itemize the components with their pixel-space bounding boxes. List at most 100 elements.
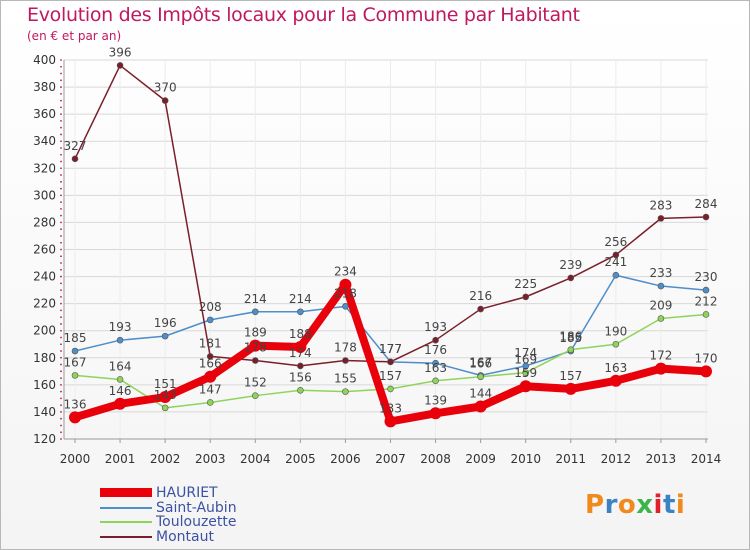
data-label-montaut: 193 <box>424 320 447 334</box>
data-label-saint-aubin: 241 <box>604 255 627 269</box>
y-minor-tick <box>60 417 62 420</box>
y-minor-tick <box>60 438 62 440</box>
y-minor-tick <box>60 383 62 386</box>
data-point-montaut <box>297 362 304 370</box>
data-label-toulouzette: 147 <box>199 382 222 396</box>
y-minor-tick <box>60 350 62 352</box>
y-tick-label: 400 <box>33 53 56 67</box>
data-label-saint-aubin: 174 <box>514 346 537 360</box>
y-tick-label: 220 <box>33 297 56 311</box>
y-minor-tick <box>60 59 62 61</box>
proxiti-logo: Proxiti <box>585 490 685 520</box>
data-label-montaut: 396 <box>109 45 132 59</box>
data-point-toulouzette <box>342 388 349 395</box>
y-tick-label: 240 <box>33 270 56 284</box>
y-tick-label: 320 <box>33 161 56 175</box>
y-minor-tick <box>60 289 62 292</box>
data-point-hauriet <box>114 397 127 410</box>
x-tick-label: 2014 <box>691 452 722 466</box>
data-label-montaut: 225 <box>514 277 537 291</box>
y-minor-tick <box>60 316 62 319</box>
y-minor-tick <box>60 309 62 312</box>
y-minor-tick <box>60 377 62 379</box>
data-point-hauriet <box>384 415 397 428</box>
y-tick-label: 300 <box>33 188 56 202</box>
data-label-saint-aubin: 177 <box>379 342 402 356</box>
x-tick-label: 2011 <box>556 452 587 466</box>
data-point-saint-aubin <box>71 347 79 355</box>
logo-letter: P <box>585 490 605 520</box>
y-minor-tick <box>60 424 62 427</box>
data-point-toulouzette <box>206 399 214 406</box>
y-minor-tick <box>60 147 62 149</box>
data-label-toulouzette: 143 <box>154 388 177 402</box>
x-tick-label: 2008 <box>420 452 451 466</box>
x-tick-label: 2005 <box>285 452 316 466</box>
data-point-toulouzette <box>161 404 169 412</box>
y-minor-tick <box>60 411 62 413</box>
chart-legend: HAURIET Saint-Aubin Toulouzette Montaut <box>100 486 237 544</box>
data-point-montaut <box>612 251 620 259</box>
data-label-saint-aubin: 193 <box>109 320 132 334</box>
data-label-saint-aubin: 176 <box>424 343 447 357</box>
data-label-montaut: 178 <box>244 340 267 354</box>
data-point-toulouzette <box>387 385 394 393</box>
y-minor-tick <box>60 187 62 190</box>
y-minor-tick <box>60 160 62 163</box>
data-point-saint-aubin <box>116 336 124 344</box>
data-point-montaut <box>657 215 665 222</box>
y-minor-tick <box>60 86 62 88</box>
data-label-hauriet: 163 <box>604 361 627 375</box>
data-label-toulouzette: 166 <box>469 357 492 371</box>
legend-label-toulouzette: Toulouzette <box>156 514 237 531</box>
y-minor-tick <box>60 65 62 68</box>
y-minor-tick <box>60 221 62 224</box>
y-minor-tick <box>60 92 62 95</box>
data-point-hauriet <box>429 407 442 420</box>
y-minor-tick <box>60 113 62 116</box>
data-point-hauriet <box>474 400 487 413</box>
chart-title: Evolution des Impôts locaux pour la Comm… <box>27 4 580 26</box>
data-label-toulouzette: 186 <box>559 330 582 344</box>
data-point-toulouzette <box>657 315 665 322</box>
data-label-toulouzette: 169 <box>514 353 537 367</box>
y-minor-tick <box>60 390 62 393</box>
data-label-toulouzette: 164 <box>109 359 132 373</box>
data-label-montaut: 216 <box>469 289 492 303</box>
y-tick-label: 360 <box>33 107 56 121</box>
x-tick-label: 2001 <box>105 452 136 466</box>
data-label-hauriet: 146 <box>109 384 132 398</box>
data-label-montaut: 174 <box>289 346 312 360</box>
y-minor-tick <box>60 120 62 122</box>
y-minor-tick <box>60 356 62 359</box>
y-tick-label: 340 <box>33 134 56 148</box>
x-tick-label: 2010 <box>510 452 541 466</box>
legend-item-montaut: Montaut <box>100 530 237 545</box>
data-label-hauriet: 170 <box>695 351 718 365</box>
data-point-toulouzette <box>71 372 79 379</box>
legend-swatch-toulouzette <box>100 521 152 524</box>
y-minor-tick <box>60 262 62 264</box>
data-label-hauriet: 172 <box>649 349 672 363</box>
y-minor-tick <box>60 194 62 197</box>
data-point-hauriet <box>609 374 622 387</box>
data-point-hauriet <box>159 391 172 404</box>
data-point-toulouzette <box>116 376 124 383</box>
data-point-montaut <box>702 213 710 221</box>
y-minor-tick <box>60 248 62 251</box>
x-tick-label: 2013 <box>646 452 677 466</box>
data-point-hauriet <box>294 340 307 353</box>
y-minor-tick <box>60 323 62 325</box>
data-point-hauriet <box>69 411 81 424</box>
y-minor-tick <box>60 370 62 373</box>
data-label-hauriet: 151 <box>154 377 177 391</box>
data-point-saint-aubin <box>342 303 349 310</box>
data-point-hauriet <box>519 380 532 393</box>
y-minor-tick <box>60 343 62 346</box>
y-minor-tick <box>60 153 62 156</box>
y-minor-tick <box>60 106 62 109</box>
y-tick-label: 380 <box>33 80 56 94</box>
logo-letter: r <box>604 490 618 520</box>
data-label-hauriet: 136 <box>64 397 87 411</box>
